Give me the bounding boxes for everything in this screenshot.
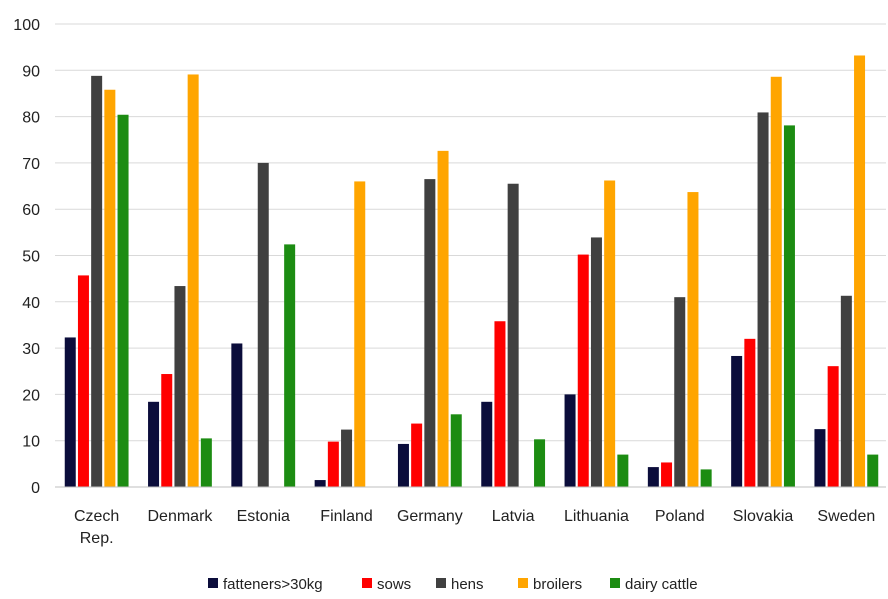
bar [604,180,616,487]
x-category-label: Czech [74,508,119,525]
bar [590,237,602,487]
legend: fatteners>30kg sows hens broilers dairy catt… [208,576,698,593]
bar [437,150,449,487]
bars [64,55,879,488]
bar [397,443,409,487]
legend-swatch [362,578,372,588]
bar [200,438,212,487]
bar [867,454,879,487]
legend-swatch [436,578,446,588]
x-category-label: Estonia [237,508,290,525]
y-tick-label: 30 [22,341,40,358]
bar [64,337,76,487]
bar [534,439,546,487]
y-axis-tick-labels: 0 10 20 30 40 50 60 70 80 90 100 [13,17,40,497]
bar [661,462,673,487]
bar [117,114,129,488]
x-axis-category-labels: Czech Rep. Denmark Estonia Finland Germany Lat… [74,508,875,547]
bar [411,423,423,487]
legend-swatch [610,578,620,588]
x-category-label: Germany [397,508,463,525]
legend-entry-label: hens [451,576,484,593]
legend-entry-label: fatteners>30kg [223,576,323,593]
bar [450,414,462,487]
legend-swatch [518,578,528,588]
bar [564,394,576,487]
bar [174,286,186,487]
bar [731,355,743,487]
bar [494,321,506,487]
y-tick-label: 50 [22,249,40,266]
bar [354,181,366,488]
bar [700,469,712,487]
legend-entry-label: dairy cattle [625,576,698,593]
bar [104,89,116,487]
y-tick-label: 60 [22,202,40,219]
bar [757,112,769,488]
bar [161,374,173,487]
legend-entry-label: sows [377,576,411,593]
bar [507,183,519,488]
legend-entry-label: broilers [533,576,582,593]
bar [187,74,199,487]
bar [840,295,852,487]
x-category-label: Slovakia [733,508,794,525]
x-category-label: Sweden [817,508,875,525]
y-tick-label: 70 [22,156,40,173]
y-tick-label: 90 [22,63,40,80]
x-category-label: Poland [655,508,705,525]
bar [814,429,826,487]
bar [827,366,839,487]
y-tick-label: 20 [22,387,40,404]
bar [854,55,866,487]
bar [148,401,160,487]
bar [647,467,659,487]
bar [284,244,296,487]
legend-swatch [208,578,218,588]
bar [617,454,629,487]
bar [481,401,493,487]
bar [341,429,353,487]
bar [577,254,589,487]
bar [314,480,326,487]
bar [744,338,756,487]
bar [231,343,243,487]
bar [783,125,795,487]
bar [257,162,269,487]
y-tick-label: 10 [22,434,40,451]
bar [91,75,103,487]
bar [687,192,699,487]
bar [770,76,782,488]
bar [424,179,436,488]
x-category-label: Lithuania [564,508,629,525]
y-tick-label: 40 [22,295,40,312]
x-category-label: Rep. [80,530,114,547]
x-category-label: Finland [320,508,372,525]
y-tick-label: 100 [13,17,40,34]
y-tick-label: 0 [31,480,40,497]
x-category-label: Denmark [147,508,213,525]
bar [77,275,89,487]
bar [674,297,686,487]
bar [327,441,339,487]
x-category-label: Latvia [492,508,535,525]
y-tick-label: 80 [22,110,40,127]
